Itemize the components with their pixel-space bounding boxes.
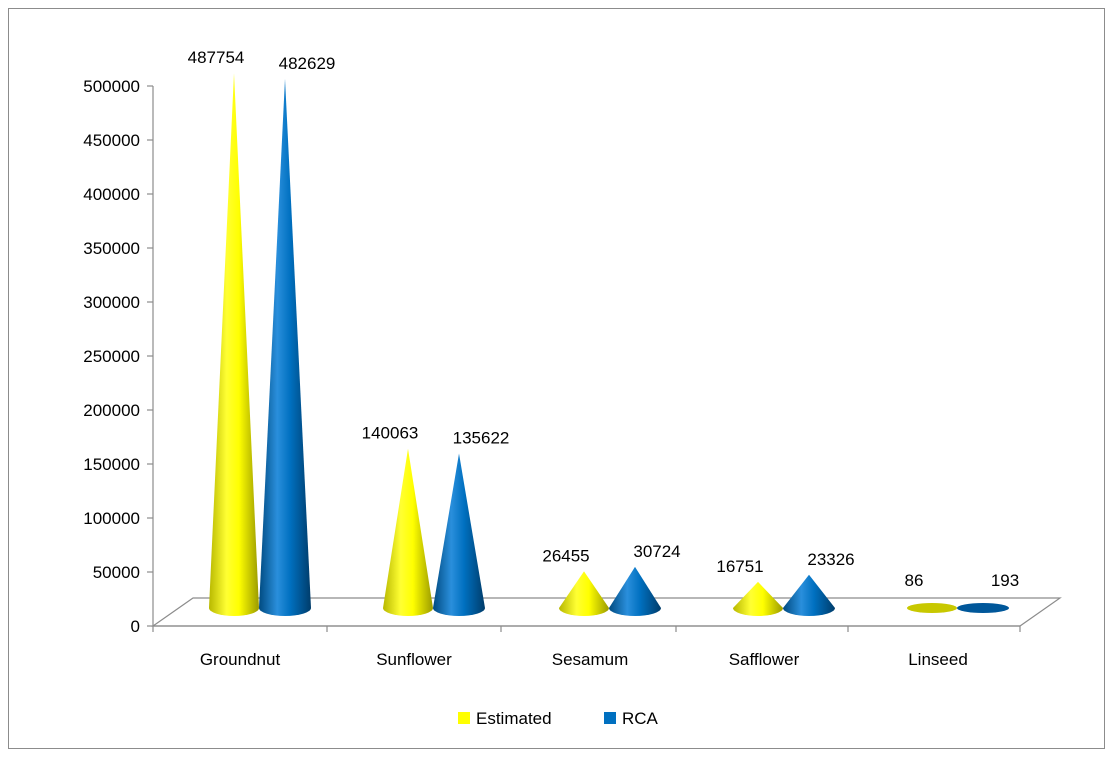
cone-estimated-sesamum bbox=[559, 571, 609, 616]
cone-body bbox=[209, 73, 259, 616]
data-label: 26455 bbox=[542, 546, 589, 565]
y-tick-label: 350000 bbox=[83, 239, 140, 258]
x-tick-label: Groundnut bbox=[200, 650, 281, 669]
data-label: 30724 bbox=[633, 542, 680, 561]
cone-body bbox=[259, 78, 311, 616]
legend-swatch bbox=[604, 712, 616, 724]
data-label: 16751 bbox=[716, 557, 763, 576]
x-tick-label: Linseed bbox=[908, 650, 968, 669]
cone-estimated-sunflower bbox=[383, 448, 433, 616]
cone-body bbox=[559, 571, 609, 616]
cone-rca-sesamum bbox=[609, 566, 661, 616]
y-tick-label: 500000 bbox=[83, 77, 140, 96]
data-labels: 487754 482629 140063 135622 26455 30724 16751 2… bbox=[188, 48, 1020, 590]
data-label: 487754 bbox=[188, 48, 245, 67]
y-tick-label: 50000 bbox=[93, 563, 140, 582]
legend-label: Estimated bbox=[476, 709, 552, 728]
y-tick-label: 250000 bbox=[83, 347, 140, 366]
y-tick-label: 450000 bbox=[83, 131, 140, 150]
cone-estimated-safflower bbox=[733, 581, 783, 616]
axes: 0 50000 100000 150000 200000 250000 300000 3500… bbox=[83, 77, 1062, 669]
y-tick-label: 100000 bbox=[83, 509, 140, 528]
cone-estimated-groundnut bbox=[209, 73, 259, 616]
cone-body bbox=[609, 566, 661, 616]
y-tick-label: 200000 bbox=[83, 401, 140, 420]
data-label: 135622 bbox=[453, 429, 510, 448]
data-label: 140063 bbox=[362, 424, 419, 443]
cone-rca-safflower bbox=[783, 574, 835, 616]
x-tick-label: Sesamum bbox=[552, 650, 629, 669]
legend-item-estimated: Estimated bbox=[458, 709, 552, 728]
legend: Estimated RCA bbox=[458, 709, 659, 728]
plot-area bbox=[209, 73, 1009, 616]
data-label: 86 bbox=[905, 571, 924, 590]
y-tick-label: 150000 bbox=[83, 455, 140, 474]
cone-body bbox=[783, 574, 835, 616]
cone-rca-linseed bbox=[957, 603, 1009, 613]
y-tick-label: 0 bbox=[131, 617, 140, 636]
legend-label: RCA bbox=[622, 709, 659, 728]
data-label: 482629 bbox=[279, 54, 336, 73]
legend-swatch bbox=[458, 712, 470, 724]
x-tick-label: Safflower bbox=[729, 650, 800, 669]
y-tick-label: 400000 bbox=[83, 185, 140, 204]
cone-body bbox=[383, 448, 433, 616]
cone-body bbox=[433, 453, 485, 616]
x-tick-label: Sunflower bbox=[376, 650, 452, 669]
cone-estimated-linseed bbox=[907, 603, 957, 613]
y-tick-label: 300000 bbox=[83, 293, 140, 312]
cone-body bbox=[733, 581, 783, 616]
cone-rca-sunflower bbox=[433, 453, 485, 616]
cone-rca-groundnut bbox=[259, 78, 311, 616]
data-label: 23326 bbox=[807, 550, 854, 569]
data-label: 193 bbox=[991, 571, 1019, 590]
legend-item-rca: RCA bbox=[604, 709, 659, 728]
